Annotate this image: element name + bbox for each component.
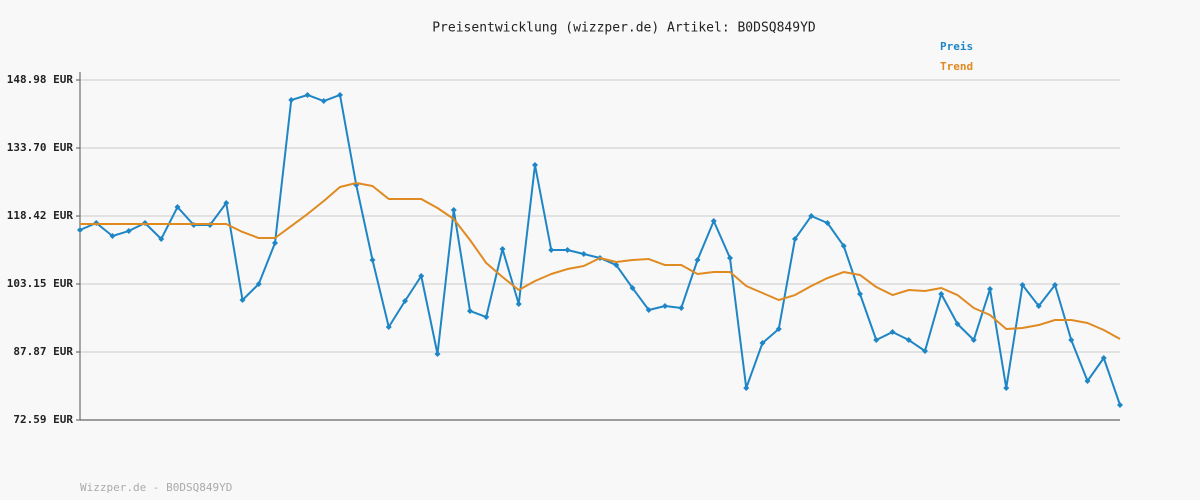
data-point bbox=[109, 233, 116, 240]
data-point bbox=[255, 280, 262, 287]
data-point bbox=[77, 226, 83, 233]
footer: Wizzper.de - B0DSQ849YD bbox=[80, 481, 232, 494]
data-point bbox=[905, 337, 912, 344]
data-point bbox=[1019, 282, 1026, 289]
data-point bbox=[938, 290, 945, 297]
data-point bbox=[970, 337, 977, 344]
data-point bbox=[727, 254, 733, 261]
legend-label: Trend bbox=[940, 60, 973, 73]
data-point bbox=[434, 350, 441, 357]
y-tick-label: 133.70 EUR bbox=[7, 141, 74, 154]
data-point bbox=[613, 262, 620, 269]
data-point bbox=[564, 247, 571, 254]
data-point bbox=[922, 348, 928, 355]
data-point bbox=[629, 284, 636, 291]
data-point bbox=[288, 97, 295, 104]
data-point bbox=[320, 98, 327, 105]
data-point bbox=[857, 290, 863, 297]
data-point bbox=[223, 200, 230, 207]
y-tick-label: 72.59 EUR bbox=[13, 413, 73, 426]
data-point bbox=[662, 303, 668, 310]
data-point bbox=[840, 243, 847, 250]
data-point bbox=[1084, 378, 1091, 385]
data-point bbox=[1003, 384, 1010, 391]
legend-label: Preis bbox=[940, 40, 973, 53]
data-point bbox=[873, 337, 880, 344]
data-point bbox=[759, 340, 766, 347]
data-point bbox=[402, 297, 408, 304]
data-point bbox=[678, 305, 685, 312]
line-series bbox=[80, 181, 1121, 340]
data-point bbox=[515, 301, 522, 308]
data-point bbox=[467, 307, 473, 314]
data-point bbox=[239, 297, 246, 304]
data-point bbox=[125, 228, 132, 235]
data-point bbox=[174, 204, 181, 211]
data-point bbox=[694, 256, 701, 263]
data-point bbox=[792, 235, 798, 242]
data-point bbox=[385, 324, 392, 331]
data-point bbox=[337, 91, 343, 98]
data-point bbox=[1117, 402, 1123, 409]
y-tick-label: 148.98 EUR bbox=[7, 73, 74, 86]
data-point bbox=[1068, 337, 1075, 344]
data-point bbox=[775, 326, 782, 333]
data-point bbox=[987, 286, 993, 293]
data-point bbox=[743, 384, 750, 391]
y-tick-label: 103.15 EUR bbox=[7, 277, 74, 290]
data-point bbox=[710, 218, 717, 225]
data-point bbox=[450, 207, 457, 214]
data-point bbox=[418, 273, 425, 280]
data-point bbox=[954, 320, 961, 327]
data-point bbox=[369, 256, 376, 263]
data-point bbox=[548, 247, 555, 254]
data-point bbox=[1052, 282, 1058, 289]
data-point bbox=[889, 329, 896, 336]
data-point bbox=[645, 307, 652, 314]
y-tick-label: 118.42 EUR bbox=[7, 209, 74, 222]
data-point bbox=[1100, 354, 1107, 361]
data-point bbox=[580, 251, 587, 258]
data-point bbox=[304, 91, 311, 98]
data-point bbox=[158, 235, 165, 242]
data-point bbox=[824, 220, 831, 227]
chart-title: Preisentwicklung (wizzper.de) Artikel: B… bbox=[432, 21, 816, 36]
data-point bbox=[532, 162, 538, 169]
data-point bbox=[483, 314, 490, 321]
data-point bbox=[499, 245, 506, 252]
data-point bbox=[1035, 303, 1042, 310]
data-point bbox=[808, 213, 815, 220]
data-point bbox=[272, 239, 278, 246]
y-tick-label: 87.87 EUR bbox=[13, 345, 73, 358]
